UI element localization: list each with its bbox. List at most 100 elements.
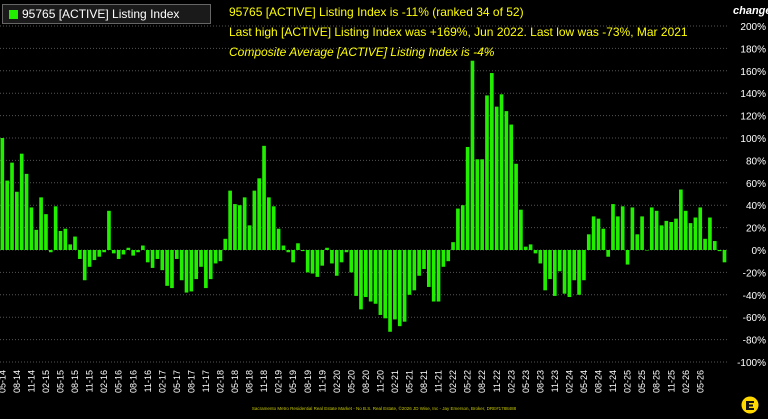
bar [490, 73, 494, 250]
bar [39, 197, 43, 250]
bar [252, 190, 257, 250]
bar [107, 210, 111, 250]
bar [97, 250, 102, 257]
bar [320, 250, 325, 266]
bar [679, 189, 683, 250]
bar [296, 243, 300, 250]
bar [533, 250, 538, 254]
x-tick-label: 05-14 [0, 370, 7, 393]
y-tick-label: 100% [740, 134, 766, 145]
bar [102, 250, 106, 253]
bar [397, 250, 402, 327]
bar [0, 138, 5, 250]
bar [538, 250, 543, 264]
bar [427, 250, 431, 287]
bar [344, 250, 349, 253]
bar [300, 250, 305, 252]
bar [87, 250, 92, 267]
x-tick-label: 02-15 [41, 370, 51, 393]
bar [19, 153, 24, 250]
bar [373, 250, 378, 304]
bar [218, 250, 223, 262]
bar [92, 250, 97, 261]
y-tick-label: 60% [746, 179, 766, 190]
bar [451, 242, 455, 250]
bar [15, 191, 19, 250]
bar [276, 228, 281, 250]
bar [465, 146, 470, 250]
x-tick-label: 05-20 [346, 370, 356, 393]
bar [553, 250, 557, 296]
x-tick-label: 08-24 [594, 370, 604, 393]
info-composite-average: Composite Average [ACTIVE] Listing Index… [229, 45, 495, 59]
bar [58, 230, 63, 250]
y-axis-unit-label: change [733, 5, 768, 17]
y-tick-label: 140% [740, 89, 766, 100]
y-tick-label: -60% [743, 313, 766, 324]
y-tick-label: 0% [752, 246, 767, 257]
bar [262, 145, 266, 250]
bar [354, 250, 358, 296]
bar [378, 250, 383, 315]
bar [601, 228, 606, 250]
bar [620, 206, 625, 250]
bar [315, 250, 320, 277]
bar [349, 250, 354, 273]
bar [339, 250, 344, 263]
bar [616, 216, 620, 250]
bar [475, 159, 480, 250]
bar [155, 250, 160, 259]
bar [204, 250, 208, 289]
bar [310, 250, 315, 274]
bar [417, 250, 421, 276]
bar [305, 250, 310, 273]
bar [703, 238, 707, 250]
bar [548, 250, 552, 280]
x-tick-label: 05-16 [114, 370, 124, 393]
x-tick-label: 08-17 [186, 370, 196, 393]
bar [170, 250, 174, 289]
bar [412, 250, 417, 291]
bar [698, 207, 703, 250]
x-tick-label: 05-15 [56, 370, 66, 393]
bar [519, 209, 523, 250]
bar [291, 250, 295, 263]
x-tick-label: 11-19 [317, 370, 327, 392]
bar [688, 223, 693, 250]
bar [431, 250, 436, 302]
x-tick-label: 08-22 [477, 370, 487, 393]
bar [708, 217, 712, 250]
bar [208, 250, 213, 280]
x-tick-label: 02-16 [99, 370, 109, 393]
x-tick-label: 11-21 [434, 370, 444, 392]
bar [121, 250, 126, 255]
y-tick-label: 200% [740, 22, 766, 33]
bar [664, 220, 669, 250]
bar [393, 250, 397, 320]
bar [126, 247, 131, 250]
legend-swatch [9, 10, 18, 19]
bar [683, 210, 688, 250]
bar [63, 228, 68, 250]
x-tick-label: 02-17 [157, 370, 167, 393]
x-tick-label: 11-25 [666, 370, 676, 392]
bar [237, 205, 242, 250]
bar [485, 95, 489, 250]
bar [543, 250, 547, 291]
bar [722, 250, 727, 263]
x-tick-label: 05-26 [695, 370, 705, 393]
legend: 95765 [ACTIVE] Listing Index [2, 4, 211, 24]
x-tick-label: 08-19 [303, 370, 313, 393]
x-tick-label: 05-25 [637, 370, 647, 393]
bar [10, 162, 14, 250]
bar [591, 216, 596, 250]
bar [247, 225, 252, 250]
x-tick-label: 05-18 [230, 370, 240, 393]
bar [286, 250, 291, 253]
bar [693, 217, 698, 250]
bar [136, 250, 140, 253]
bar [504, 111, 509, 251]
bar [111, 250, 116, 254]
bar [194, 250, 199, 280]
bar [160, 250, 165, 271]
